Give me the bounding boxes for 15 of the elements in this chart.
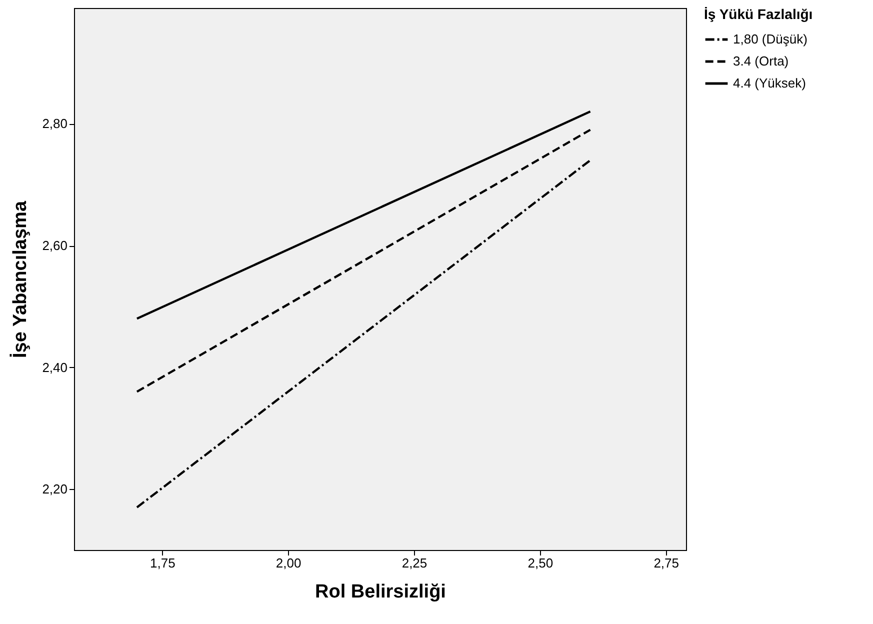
legend-label: 1,80 (Düşük) [733,32,808,46]
x-tick-label: 2,50 [528,556,554,570]
legend-title: İş Yükü Fazlalığı [704,6,813,22]
x-tick-label: 2,75 [654,556,680,570]
x-tick-label: 1,75 [150,556,176,570]
legend-label: 4.4 (Yüksek) [733,76,806,90]
x-tick-label: 2,00 [276,556,302,570]
y-tick-label: 2,40 [42,360,68,375]
y-axis-title: İşe Yabancılaşma [9,200,32,358]
y-tick-label: 2,80 [42,116,68,132]
y-tick-label: 2,60 [42,238,68,254]
y-tick-label: 2,20 [42,482,68,497]
x-axis-title: Rol Belirsizliği [315,582,446,602]
x-tick-label: 2,25 [402,556,428,570]
legend-label: 3.4 (Orta) [733,54,789,68]
